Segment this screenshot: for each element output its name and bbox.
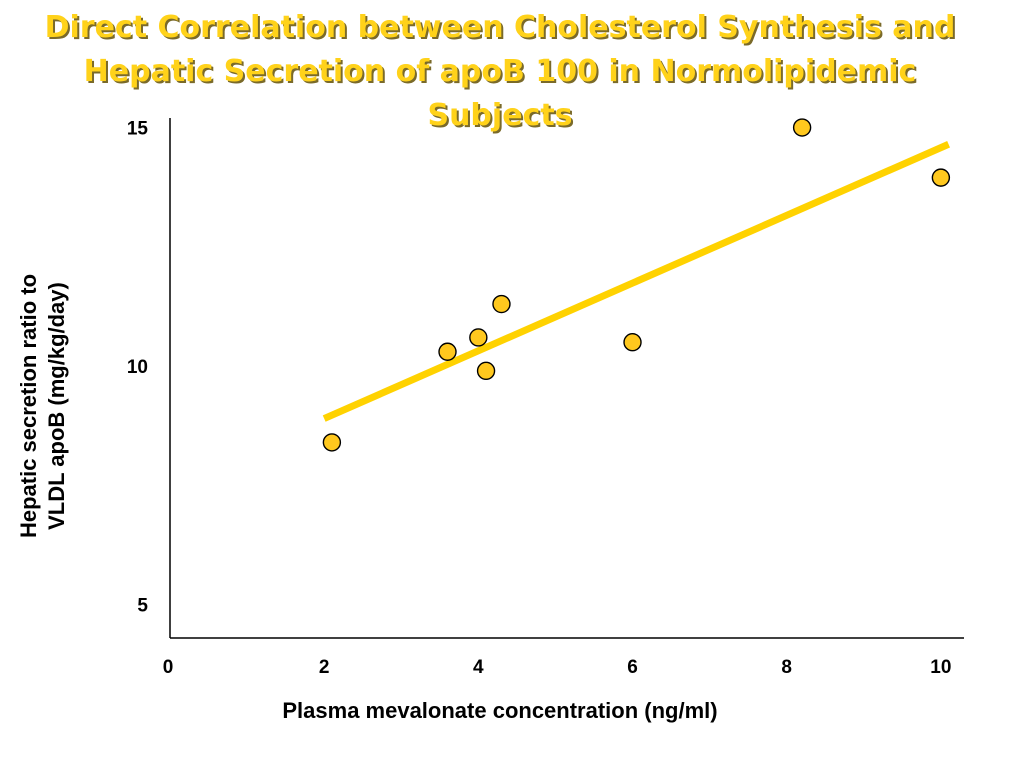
data-point-3 bbox=[469, 328, 488, 347]
x-tick-labels: 0 2 4 6 8 10 bbox=[163, 657, 952, 678]
x-tick-label-4: 4 bbox=[473, 657, 484, 678]
data-points bbox=[322, 118, 951, 452]
data-point-4 bbox=[476, 361, 496, 381]
data-point-7 bbox=[792, 118, 812, 137]
trendline-layer bbox=[322, 141, 950, 422]
data-point-1 bbox=[322, 433, 342, 452]
trendline bbox=[322, 141, 950, 422]
chart-title: Direct Correlation between Cholesterol S… bbox=[40, 6, 960, 138]
chart-title-line-3: Subjects bbox=[427, 98, 573, 133]
data-point-8 bbox=[931, 168, 951, 187]
x-tick-label-8: 8 bbox=[781, 657, 792, 678]
y-tick-labels: 5 10 15 bbox=[127, 119, 149, 617]
chart-title-line-1: Direct Correlation between Cholesterol S… bbox=[44, 10, 956, 45]
y-axis-label-line-1: Hepatic secretion ratio to bbox=[16, 273, 41, 539]
x-axis-label: Plasma mevalonate concentration (ng/ml) bbox=[282, 698, 718, 723]
chart-title-line-2: Hepatic Secretion of apoB 100 in Normoli… bbox=[83, 54, 917, 89]
y-axis-label: Hepatic secretion ratio to VLDL apoB (mg… bbox=[15, 206, 71, 606]
y-tick-label-5: 5 bbox=[137, 596, 148, 617]
x-tick-label-0: 0 bbox=[163, 657, 174, 678]
x-tick-label-2: 2 bbox=[319, 657, 330, 678]
data-point-5 bbox=[492, 294, 511, 314]
y-tick-label-10: 10 bbox=[127, 357, 148, 378]
y-tick-label-15: 15 bbox=[127, 119, 149, 140]
data-point-2 bbox=[438, 342, 457, 361]
data-point-6 bbox=[623, 333, 642, 352]
y-axis-label-line-2: VLDL apoB (mg/kg/day) bbox=[44, 282, 69, 530]
x-tick-label-6: 6 bbox=[627, 657, 638, 678]
x-tick-label-10: 10 bbox=[930, 657, 951, 678]
